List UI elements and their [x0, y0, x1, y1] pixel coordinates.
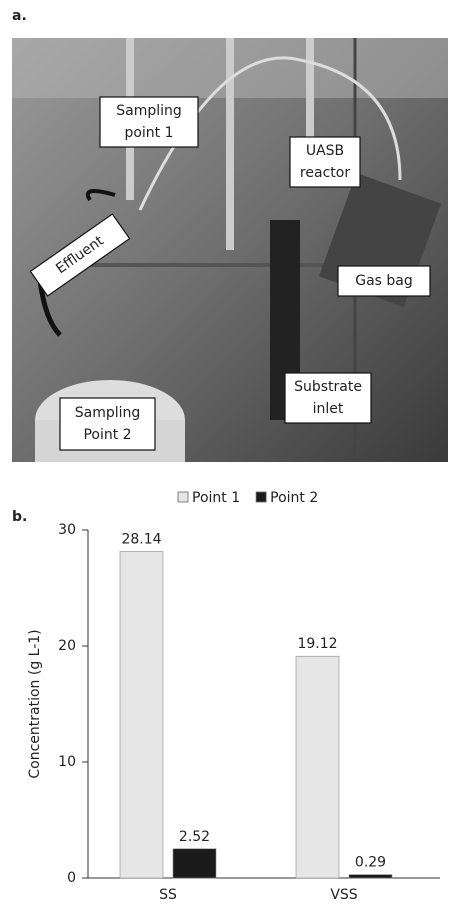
- bar: [120, 552, 163, 878]
- y-tick-label: 30: [58, 522, 76, 538]
- y-axis-label: Concentration (g L-1): [27, 629, 43, 778]
- value-label: 28.14: [121, 532, 161, 548]
- legend-swatch: [178, 492, 188, 502]
- y-tick-label: 20: [58, 638, 76, 654]
- callout-text: reactor: [300, 165, 350, 181]
- callout-text: Substrate: [294, 379, 362, 395]
- value-label: 0.29: [355, 855, 386, 871]
- y-tick-label: 10: [58, 754, 76, 770]
- value-label: 2.52: [179, 829, 210, 845]
- callout: Sampling Point 2: [60, 398, 155, 450]
- callout-text: Point 2: [83, 427, 131, 443]
- callout-text: inlet: [313, 401, 344, 417]
- x-tick-label: VSS: [330, 887, 357, 903]
- callout: Substrate inlet: [285, 373, 371, 423]
- bar: [173, 849, 216, 878]
- panel-label: b.: [12, 509, 27, 525]
- legend-swatch: [256, 492, 266, 502]
- callout-text: Sampling: [116, 103, 182, 119]
- callout-text: Sampling: [75, 405, 141, 421]
- callout: Gas bag: [338, 266, 430, 296]
- legend-label: Point 2: [270, 490, 318, 506]
- callout: UASB reactor: [290, 137, 360, 187]
- bar: [349, 875, 392, 878]
- value-label: 19.12: [297, 636, 337, 652]
- panel-label: a.: [12, 8, 27, 24]
- callout-text: UASB: [306, 143, 344, 159]
- legend-label: Point 1: [192, 490, 240, 506]
- x-tick-label: SS: [159, 887, 177, 903]
- callout-text: Gas bag: [355, 273, 413, 289]
- callout: Sampling point 1: [100, 97, 198, 147]
- bar: [296, 656, 339, 878]
- y-tick-label: 0: [67, 870, 76, 886]
- callout-text: point 1: [124, 125, 173, 141]
- figure: a. Samplingpoint 1UASBreactorEffluentGas…: [0, 0, 460, 906]
